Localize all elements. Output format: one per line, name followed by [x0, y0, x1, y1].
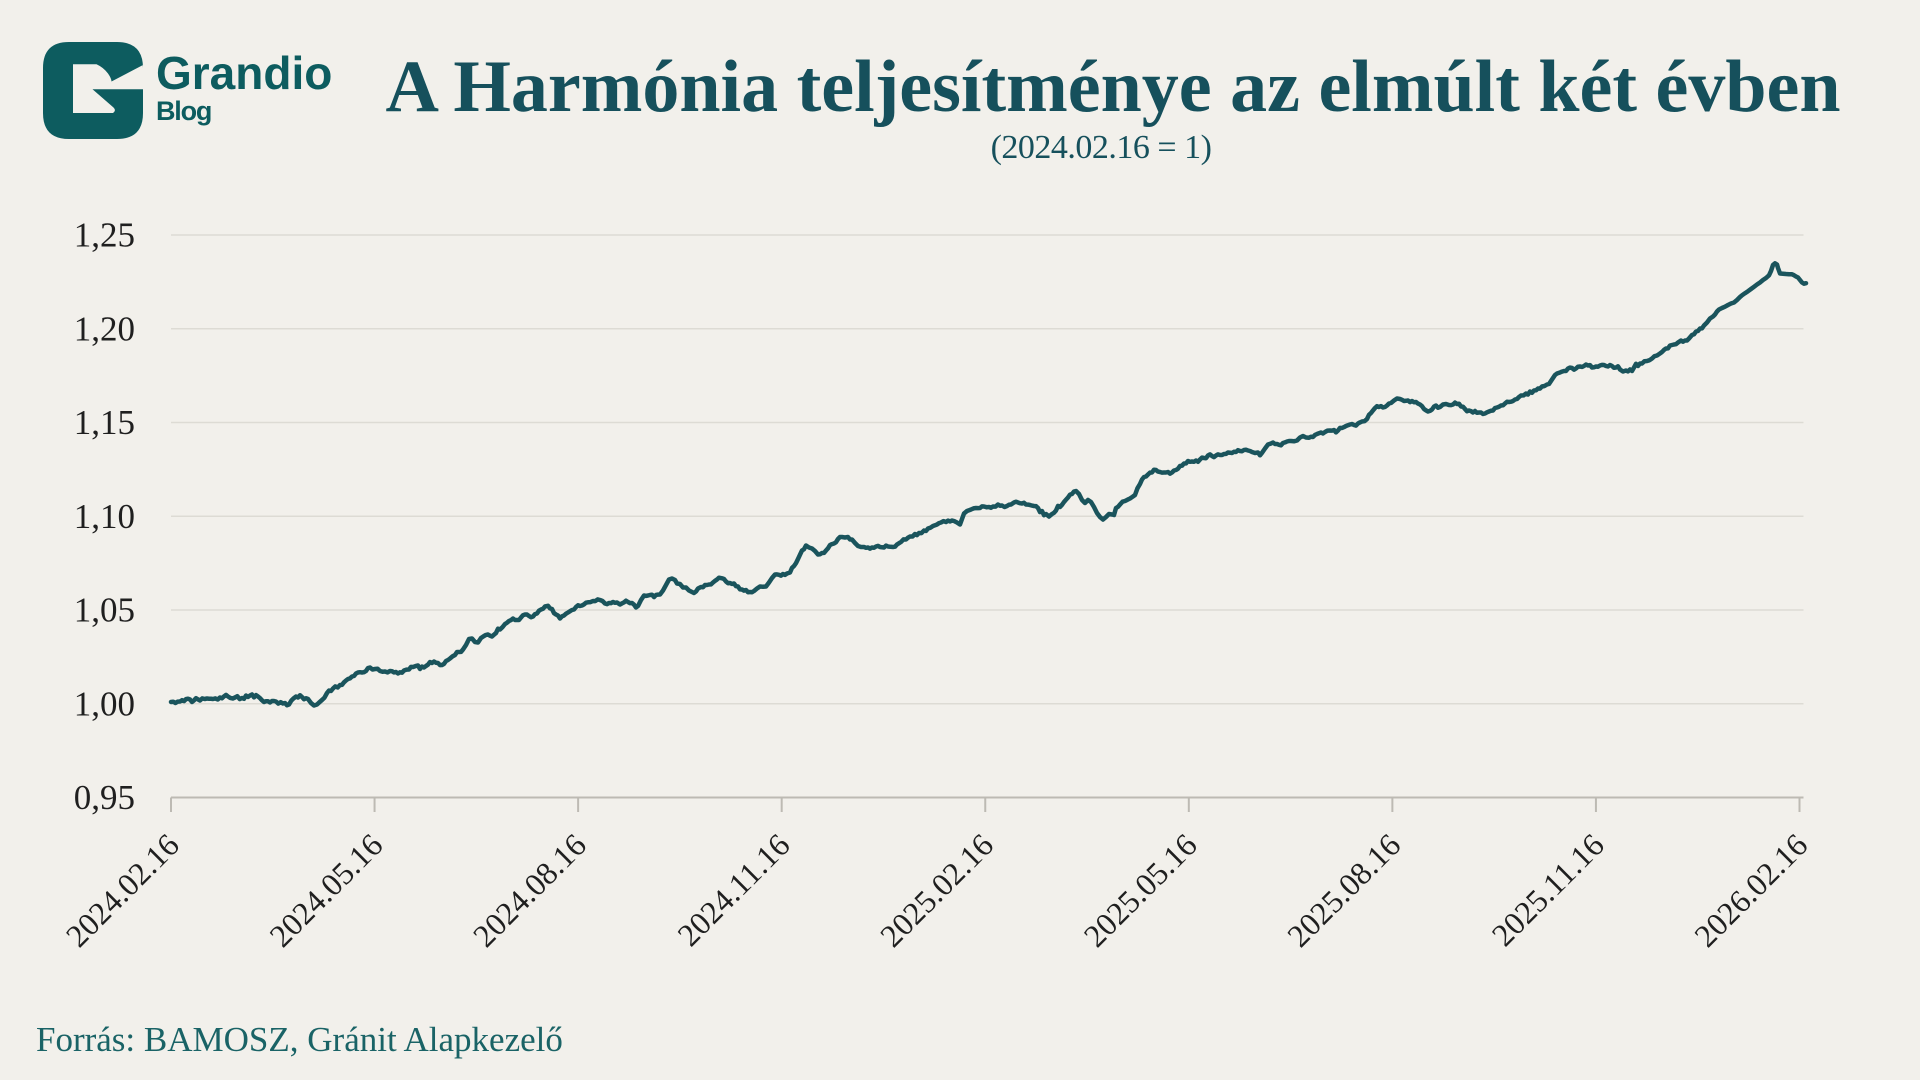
svg-text:2024.08.16: 2024.08.16	[466, 826, 593, 953]
svg-text:1,05: 1,05	[74, 591, 135, 630]
svg-text:Forrás: BAMOSZ, Gránit Alapkez: Forrás: BAMOSZ, Gránit Alapkezelő	[36, 1020, 563, 1059]
svg-text:2025.05.16: 2025.05.16	[1076, 826, 1203, 953]
svg-text:1,25: 1,25	[74, 216, 135, 255]
svg-text:2024.02.16: 2024.02.16	[59, 826, 186, 953]
svg-text:1,10: 1,10	[74, 497, 135, 536]
svg-text:0,95: 0,95	[74, 778, 135, 817]
svg-text:2025.02.16: 2025.02.16	[873, 826, 1000, 953]
svg-text:2024.05.16: 2024.05.16	[262, 826, 389, 953]
svg-text:2025.08.16: 2025.08.16	[1280, 826, 1407, 953]
svg-text:2024.11.16: 2024.11.16	[670, 826, 796, 952]
svg-text:2026.02.16: 2026.02.16	[1687, 826, 1814, 953]
svg-text:2025.11.16: 2025.11.16	[1484, 826, 1610, 952]
svg-text:1,15: 1,15	[74, 403, 135, 442]
svg-text:1,00: 1,00	[74, 684, 135, 723]
svg-text:1,20: 1,20	[74, 309, 135, 348]
